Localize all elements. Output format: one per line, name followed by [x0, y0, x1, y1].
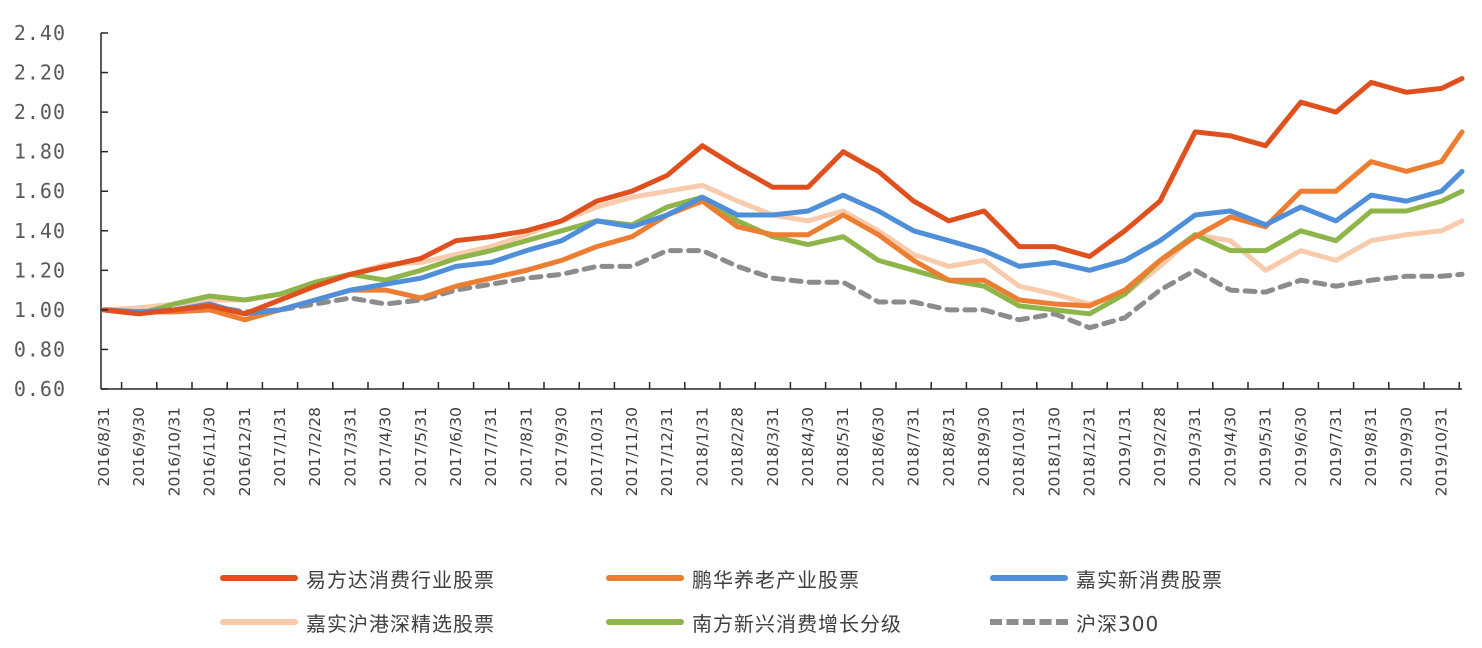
x-tick-label: 2019/4/30 — [1221, 407, 1239, 486]
x-tick-label: 2016/9/30 — [130, 407, 148, 486]
x-tick-label: 2017/6/30 — [447, 407, 465, 486]
x-tick-label: 2018/7/31 — [905, 407, 923, 486]
y-tick-label: 0.60 — [14, 377, 66, 401]
x-tick-label: 2018/1/31 — [693, 407, 711, 486]
axes — [100, 33, 1462, 390]
x-tick-label: 2018/9/30 — [975, 407, 993, 486]
x-tick-label: 2019/8/31 — [1362, 407, 1380, 486]
y-tick-label: 2.20 — [14, 61, 66, 85]
x-tick-label: 2017/10/31 — [588, 407, 606, 496]
y-tick-label: 1.00 — [14, 298, 66, 322]
y-tick-label: 2.40 — [14, 21, 66, 45]
x-tick-label: 2017/1/31 — [271, 407, 289, 486]
x-axis-ticks: 2016/8/31 2016/9/30 2016/10/31 2016/11/30 20… — [95, 382, 1460, 496]
y-tick-label: 1.60 — [14, 179, 66, 203]
x-tick-label: 2017/3/31 — [341, 407, 359, 486]
y-tick-label: 0.80 — [14, 337, 66, 361]
x-tick-label: 2016/12/31 — [236, 407, 254, 496]
x-tick-label: 2018/4/30 — [799, 407, 817, 486]
x-tick-label: 2019/5/31 — [1257, 407, 1275, 486]
x-tick-label: 2017/2/28 — [306, 407, 324, 486]
x-tick-label: 2018/11/30 — [1045, 407, 1063, 496]
x-tick-label: 2017/5/31 — [412, 407, 430, 486]
series-line-5 — [101, 248, 1465, 331]
x-tick-label: 2018/5/31 — [834, 407, 852, 486]
x-tick-label: 2017/12/31 — [658, 407, 676, 496]
x-tick-label: 2019/10/31 — [1433, 407, 1451, 496]
x-tick-label: 2017/8/31 — [517, 407, 535, 486]
y-tick-label: 1.40 — [14, 219, 66, 243]
x-tick-label: 2018/6/30 — [869, 407, 887, 486]
x-tick-label: 2019/9/30 — [1397, 407, 1415, 486]
x-tick-label: 2019/2/28 — [1151, 407, 1169, 486]
x-tick-label: 2017/4/30 — [377, 407, 395, 486]
series-line-0 — [101, 76, 1465, 317]
x-tick-label: 2019/7/31 — [1327, 407, 1345, 486]
y-tick-label: 1.20 — [14, 258, 66, 282]
x-tick-label: 2018/3/31 — [764, 407, 782, 486]
x-tick-label: 2018/8/31 — [940, 407, 958, 486]
series-line-4 — [101, 188, 1465, 317]
x-tick-label: 2019/6/30 — [1292, 407, 1310, 486]
x-tick-label: 2018/2/28 — [729, 407, 747, 486]
x-tick-label: 2016/11/30 — [201, 407, 219, 496]
x-tick-label: 2018/10/31 — [1010, 407, 1028, 496]
x-tick-label: 2017/7/31 — [482, 407, 500, 486]
y-tick-label: 1.80 — [14, 140, 66, 164]
x-tick-label: 2017/11/30 — [623, 407, 641, 496]
x-tick-label: 2016/10/31 — [165, 407, 183, 496]
x-tick-label: 2019/1/31 — [1116, 407, 1134, 486]
series-lines — [101, 76, 1465, 331]
x-tick-label: 2018/12/31 — [1081, 407, 1099, 496]
x-tick-label: 2016/8/31 — [95, 407, 113, 486]
y-axis-ticks: 0.60 0.80 1.00 1.20 1.40 1.60 1.80 2.00 2.20 2.40 — [14, 21, 108, 401]
series-line-2 — [101, 168, 1465, 317]
x-tick-label: 2017/9/30 — [553, 407, 571, 486]
x-tick-label: 2019/3/31 — [1186, 407, 1204, 486]
y-tick-label: 2.00 — [14, 100, 66, 124]
